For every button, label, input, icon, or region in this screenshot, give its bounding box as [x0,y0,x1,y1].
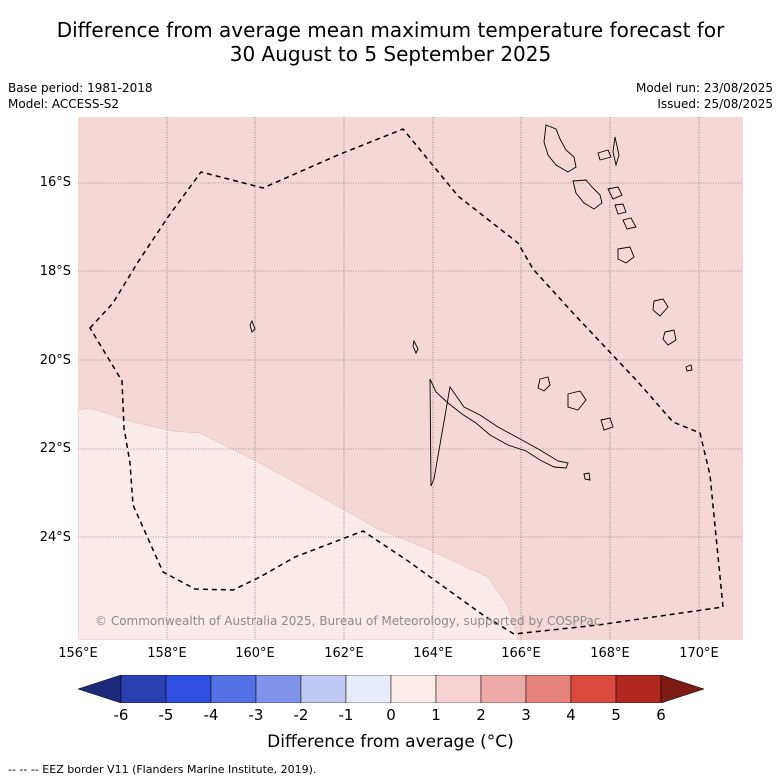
malekula-coast [572,179,603,210]
colorbar-tick--1: -1 [338,706,354,724]
colorbar [78,675,704,703]
aneityum-coast [685,364,693,372]
title-line-1: Difference from average mean maximum tem… [56,18,725,42]
colorbar-tick--5: -5 [158,706,174,724]
colorbar-tick-2: 2 [476,706,486,724]
colorbar-tick-6: 6 [656,706,666,724]
lat-label-22s: 22°S [39,441,71,456]
erromango-coast [652,298,669,317]
chart-title: Difference from average mean maximum tem… [0,18,781,66]
epi-coast [614,203,627,215]
colorbar-cell [525,675,572,703]
meta-left: Base period: 1981-2018 Model: ACCESS-S2 [8,80,153,112]
forecast-map[interactable] [78,117,743,640]
lon-label-168e: 168°E [590,646,630,661]
model-run: Model run: 23/08/2025 [635,81,773,95]
tanna-coast [662,329,677,346]
colorbar-tick-0: 0 [386,706,396,724]
lat-label-20s: 20°S [39,353,71,368]
colorbar-tick--6: -6 [113,706,129,724]
graticule [78,117,743,640]
shepherd-islands-coast [622,217,637,230]
coastlines [249,124,693,487]
anomaly-region-0-1 [78,407,519,640]
meta-right: Model run: 23/08/2025 Issued: 25/08/2025 [636,80,773,112]
colorbar-cell [480,675,527,703]
colorbar-tick--3: -3 [248,706,264,724]
colorbar-tick--2: -2 [293,706,309,724]
belep-islands-coast [412,339,419,355]
lon-label-162e: 162°E [324,646,364,661]
isle-of-pines-coast [583,472,591,481]
lat-label-18s: 18°S [39,264,71,279]
colorbar-title: Difference from average (°C) [267,732,514,752]
lon-label-164e: 164°E [413,646,453,661]
eez-legend: -- -- -- EEZ border V11 (Flanders Marine… [8,763,317,776]
colorbar-tick-1: 1 [431,706,441,724]
mare-coast [600,417,614,431]
colorbar-cell [165,675,212,703]
lat-label-16s: 16°S [39,175,71,190]
lon-label-166e: 166°E [501,646,541,661]
colorbar-extend-high [660,675,704,703]
lat-label-24s: 24°S [39,530,71,545]
colorbar-cell [210,675,257,703]
colorbar-cell [570,675,617,703]
maewo-coast [597,149,612,161]
colorbar-cell [300,675,347,703]
colorbar-cells [78,675,704,703]
colorbar-tick-5: 5 [611,706,621,724]
colorbar-extend-low [78,675,122,703]
colorbar-cell [345,675,392,703]
copyright-credit: © Commonwealth of Australia 2025, Bureau… [95,614,601,628]
colorbar-cell [390,675,437,703]
pentecost-coast [612,136,620,167]
chesterfield-reef-coast [249,319,256,333]
lon-label-170e: 170°E [679,646,719,661]
ambrym-coast [607,186,623,200]
ouvea-coast [537,376,551,392]
lon-label-156e: 156°E [58,646,98,661]
issued-date: Issued: 25/08/2025 [657,97,773,111]
title-line-2: 30 August to 5 September 2025 [229,42,552,66]
colorbar-tick--4: -4 [203,706,219,724]
lon-label-158e: 158°E [147,646,187,661]
new-caledonia-coast [429,378,569,487]
efate-coast [617,246,635,264]
eez-border [89,128,724,635]
base-period: Base period: 1981-2018 [8,81,153,95]
colorbar-cell [615,675,662,703]
lifou-coast [567,390,587,411]
espiritu-santo-coast [543,124,577,173]
colorbar-cell [255,675,302,703]
lon-label-160e: 160°E [235,646,275,661]
colorbar-cell [435,675,482,703]
colorbar-cell [120,675,167,703]
model-name: Model: ACCESS-S2 [8,97,120,111]
colorbar-tick-4: 4 [566,706,576,724]
colorbar-tick-3: 3 [521,706,531,724]
